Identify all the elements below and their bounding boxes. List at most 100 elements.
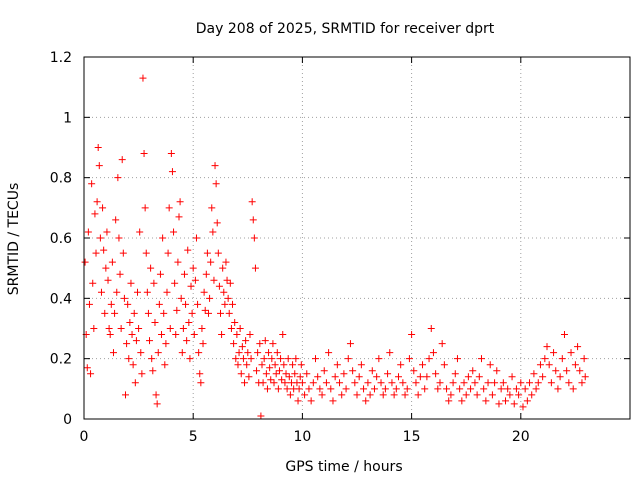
data-point	[232, 355, 240, 363]
data-point	[227, 325, 235, 332]
data-point	[294, 397, 302, 405]
data-point	[172, 331, 180, 339]
data-point	[528, 391, 536, 399]
data-point	[316, 385, 324, 393]
data-point	[309, 379, 317, 387]
data-point	[196, 370, 204, 378]
data-point	[480, 385, 488, 393]
data-point	[212, 180, 220, 188]
data-point	[282, 370, 290, 378]
x-axis-title: GPS time / hours	[285, 459, 402, 475]
data-point	[161, 361, 169, 369]
data-point	[211, 162, 219, 170]
data-point	[183, 337, 191, 345]
data-point	[329, 397, 337, 405]
data-point	[176, 198, 184, 206]
data-point	[368, 367, 376, 375]
data-point	[434, 385, 442, 393]
data-point	[160, 309, 168, 317]
data-point	[214, 249, 222, 257]
data-point	[297, 361, 305, 369]
data-point	[263, 385, 271, 393]
data-point	[254, 349, 262, 357]
y-tick-label: 0	[63, 412, 72, 428]
data-point	[147, 264, 155, 272]
data-point	[149, 367, 157, 375]
data-point	[338, 391, 346, 399]
x-tick-label: 10	[293, 429, 311, 445]
data-point	[536, 361, 544, 369]
data-point	[377, 379, 385, 387]
data-point	[162, 340, 170, 348]
data-point	[222, 258, 230, 266]
data-point	[150, 279, 158, 287]
data-point	[322, 379, 330, 387]
data-point	[362, 397, 370, 405]
data-point	[357, 361, 365, 369]
data-point	[108, 258, 116, 266]
data-point	[243, 361, 251, 369]
data-point	[245, 373, 253, 381]
data-point	[569, 385, 577, 393]
y-tick-label: 0.6	[50, 231, 72, 247]
data-point	[94, 144, 102, 151]
data-point	[229, 300, 237, 308]
data-point	[506, 391, 514, 399]
data-point	[277, 355, 285, 363]
data-point	[103, 228, 111, 236]
data-point	[390, 391, 398, 399]
data-point	[355, 373, 363, 381]
data-point	[201, 306, 209, 314]
data-point	[574, 343, 582, 351]
data-point	[261, 337, 269, 345]
data-point	[443, 385, 451, 393]
data-point	[257, 412, 265, 420]
data-point	[471, 379, 479, 387]
data-point	[388, 379, 396, 387]
data-point	[225, 309, 233, 317]
data-point	[179, 325, 187, 332]
data-point	[320, 367, 328, 375]
data-point	[217, 309, 224, 317]
data-point	[223, 276, 231, 284]
data-point	[128, 331, 136, 339]
data-point	[83, 364, 91, 372]
data-point	[550, 349, 558, 357]
data-point	[438, 340, 446, 348]
data-point	[381, 385, 389, 393]
data-point	[453, 355, 461, 363]
data-point	[545, 361, 553, 369]
data-point	[508, 373, 516, 381]
data-point	[238, 343, 246, 351]
data-point	[251, 264, 259, 272]
data-point	[491, 379, 499, 387]
data-point	[429, 349, 437, 357]
data-point	[558, 355, 566, 363]
data-point	[239, 355, 247, 363]
data-point	[247, 355, 255, 363]
data-point	[104, 276, 112, 284]
data-point	[504, 385, 512, 393]
data-point	[272, 370, 280, 378]
data-point	[89, 279, 97, 287]
data-point	[185, 318, 193, 326]
data-point	[560, 331, 568, 339]
data-point	[168, 168, 176, 176]
data-point	[109, 349, 117, 357]
data-point	[295, 385, 303, 393]
data-point	[129, 361, 137, 369]
data-point	[148, 355, 156, 363]
data-point	[192, 234, 200, 242]
axis-ticks: 0 0.2 0.4 0.6 0.8 1 1.2 0 5 10 15 20	[50, 50, 630, 445]
data-point	[99, 204, 107, 212]
data-point	[269, 340, 277, 348]
data-point	[165, 204, 173, 212]
data-point	[152, 391, 160, 399]
data-point	[135, 325, 143, 332]
data-point	[344, 355, 352, 363]
data-point	[530, 370, 538, 378]
data-point	[137, 349, 145, 357]
data-point	[401, 391, 409, 399]
data-point	[84, 228, 92, 236]
